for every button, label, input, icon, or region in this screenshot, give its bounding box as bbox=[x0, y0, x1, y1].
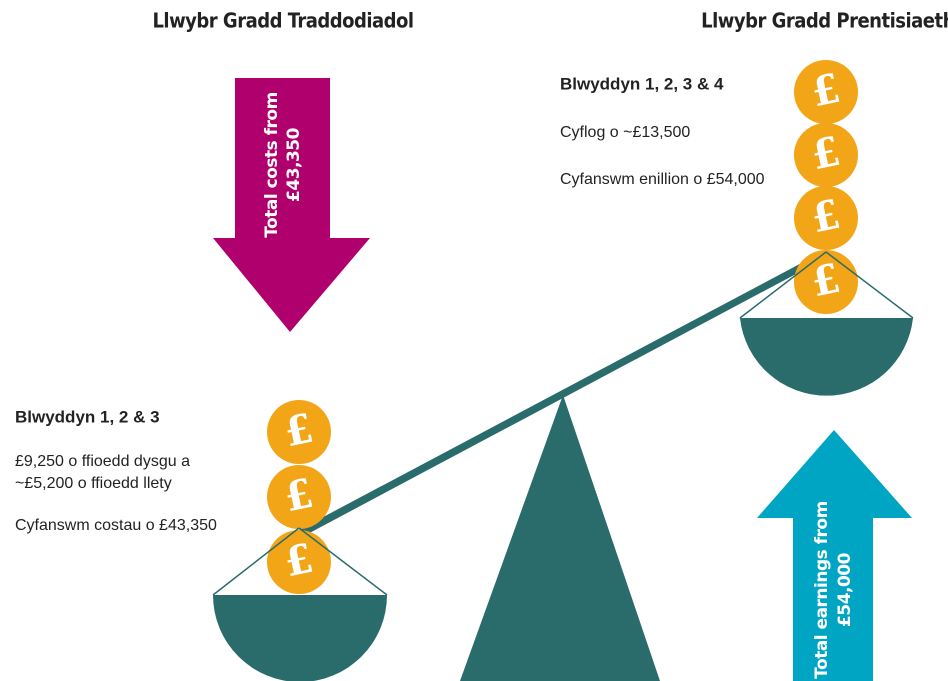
right-heading: Llwybr Gradd Prentisiaeth bbox=[701, 9, 948, 33]
cost-arrow bbox=[213, 78, 370, 332]
cost-arrow-label: £43,350 bbox=[284, 127, 304, 202]
left-heading: Llwybr Gradd Traddodiadol bbox=[152, 9, 413, 33]
right-title: Blwyddyn 1, 2, 3 & 4 bbox=[560, 74, 724, 93]
right-line: Cyfanswm enillion o £54,000 bbox=[560, 171, 765, 188]
left-title: Blwyddyn 1, 2 & 3 bbox=[15, 407, 160, 426]
right-line: Cyflog o ~£13,500 bbox=[560, 124, 690, 141]
left-line: ~£5,200 o ffioedd llety bbox=[15, 475, 172, 492]
left-pan bbox=[213, 595, 387, 681]
cost-arrow-label: Total costs from bbox=[262, 92, 282, 238]
right-pan bbox=[740, 318, 913, 396]
left-line: £9,250 o ffioedd dysgu a bbox=[15, 453, 190, 470]
earnings-arrow-label: Total earnings from bbox=[812, 501, 832, 679]
earnings-arrow-label: £54,000 bbox=[835, 552, 855, 627]
infographic: Llwybr Gradd Traddodiadol Llwybr Gradd P… bbox=[0, 0, 948, 681]
left-line: Cyfanswm costau o £43,350 bbox=[15, 517, 217, 534]
fulcrum bbox=[460, 395, 660, 681]
